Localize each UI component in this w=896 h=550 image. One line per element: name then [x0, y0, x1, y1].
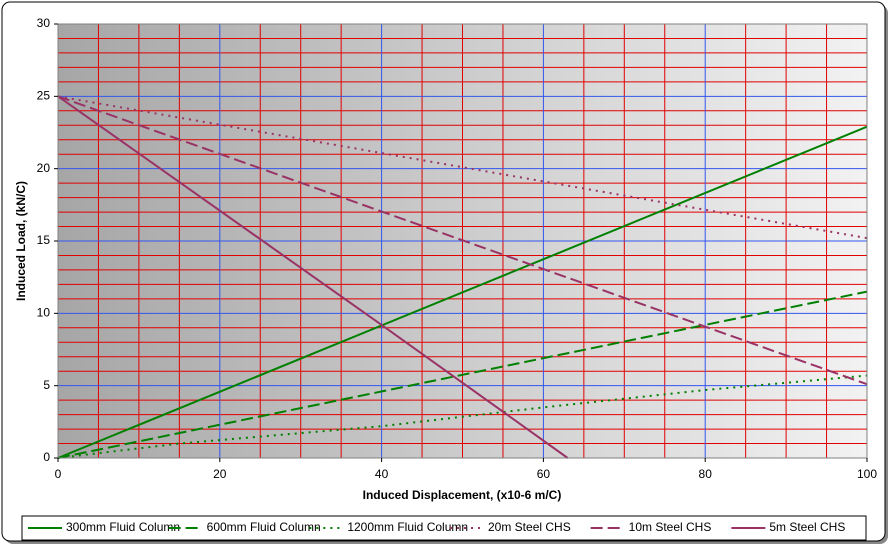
y-tick-label: 30 — [37, 16, 51, 30]
y-axis-title: Induced Load, (kN/C) — [14, 181, 28, 301]
y-tick-label: 10 — [37, 306, 51, 320]
y-tick-label: 25 — [37, 89, 51, 103]
y-tick-label: 5 — [43, 378, 50, 392]
x-tick-label: 0 — [55, 467, 62, 481]
x-axis-title: Induced Displacement, (x10-6 m/C) — [363, 488, 562, 502]
legend-label: 20m Steel CHS — [488, 520, 571, 534]
legend-label: 300mm Fluid Column — [66, 520, 180, 534]
legend-label: 10m Steel CHS — [629, 520, 712, 534]
series-line — [57, 95, 868, 386]
grid — [57, 23, 868, 459]
y-tick-label: 0 — [43, 450, 50, 464]
legend-label: 600mm Fluid Column — [207, 520, 321, 534]
y-tick-label: 15 — [37, 233, 51, 247]
legend — [21, 515, 867, 541]
x-tick-label: 20 — [213, 467, 227, 481]
series-line — [57, 290, 868, 459]
legend-label: 1200mm Fluid Column — [347, 520, 468, 534]
y-tick-label: 20 — [37, 161, 51, 175]
legend-items: 300mm Fluid Column 600mm Fluid Column 1200… — [28, 520, 845, 534]
x-tick-label: 60 — [537, 467, 551, 481]
lines — [57, 95, 868, 459]
series-line — [57, 95, 569, 459]
series-line — [57, 125, 868, 459]
x-tick-label: 40 — [375, 467, 389, 481]
x-tick-label: 80 — [699, 467, 713, 481]
x-tick-label: 100 — [857, 467, 877, 481]
legend-label: 5m Steel CHS — [769, 520, 845, 534]
series-line — [57, 374, 868, 459]
